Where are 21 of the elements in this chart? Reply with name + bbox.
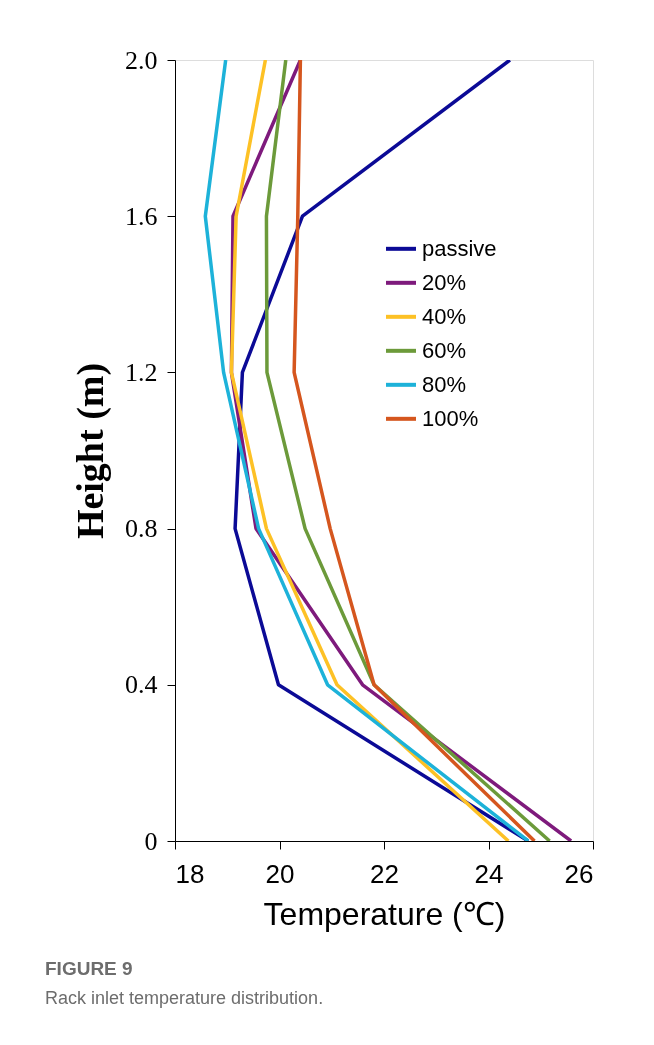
y-tick-label: 2.0 [125,45,158,75]
legend-label: 20% [422,269,467,295]
x-tick-label: 22 [370,858,399,889]
y-tick-label: 1.2 [125,357,158,387]
x-tick-label: 24 [474,858,504,889]
text: Rack inlet temperature distribution. [45,988,324,1008]
x-tick-label: 18 [175,858,205,889]
legend-label: 60% [422,337,467,363]
y-tick-label: 0 [144,826,158,856]
legend-label: passive [422,235,497,261]
y-axis-title: Height (m) [69,362,112,540]
y-tick-label: 0.8 [125,514,158,544]
x-tick-label: 26 [564,858,594,889]
y-tick-label: 0.4 [125,670,158,700]
x-tick-label: 20 [265,858,295,889]
legend-label: 80% [422,371,467,397]
x-axis-title: Temperature (℃) [263,895,506,932]
legend-label: 100% [422,405,479,431]
caption: FIGURE 9 [45,958,133,979]
legend-label: 40% [422,303,467,329]
y-tick-label: 1.6 [125,201,158,231]
